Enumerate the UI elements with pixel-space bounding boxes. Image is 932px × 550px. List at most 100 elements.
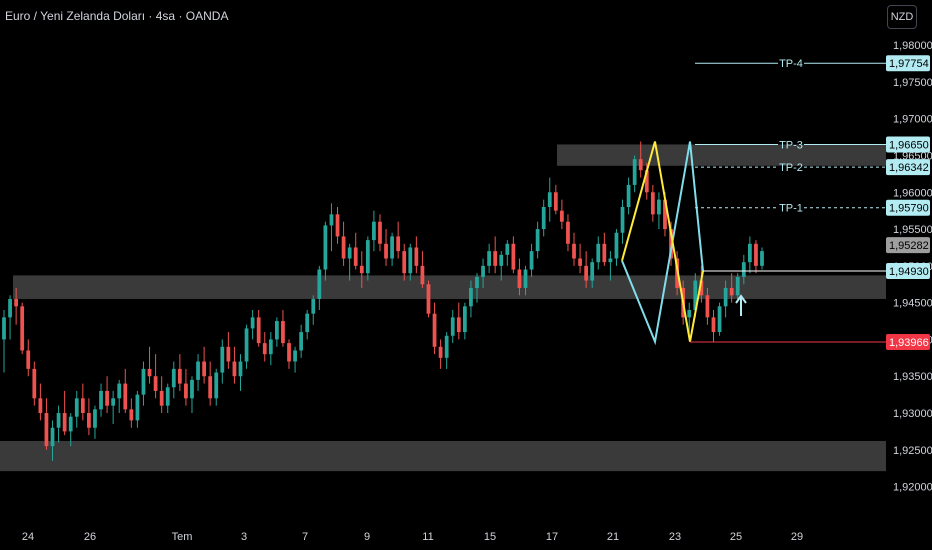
candle-body [705, 295, 710, 318]
candle-body [596, 243, 601, 263]
level-price-tag[interactable] [886, 159, 930, 176]
candle-body [541, 206, 546, 230]
tp-label: TP-3 [779, 139, 803, 151]
candle-body [614, 232, 619, 259]
currency-button[interactable]: NZD [887, 5, 917, 29]
candle-body [20, 306, 25, 351]
candle-body [547, 192, 552, 207]
level-price-tag[interactable] [886, 199, 930, 216]
candle-body [693, 280, 698, 311]
candle-body [529, 251, 534, 270]
candle-body [644, 170, 649, 193]
candle-body [153, 376, 158, 391]
level-price-tag[interactable] [886, 136, 930, 153]
candle-body [341, 236, 346, 259]
candle-body [560, 210, 564, 222]
candle-body [711, 317, 716, 333]
support-resistance-zone [0, 440, 886, 472]
x-tick-label: 17 [546, 531, 558, 543]
level-price-text: 1,95790 [889, 203, 929, 215]
candle-body [256, 317, 261, 344]
tp-label: TP-4 [779, 58, 803, 70]
candle-body [372, 221, 376, 241]
level-price-text: 1,96650 [889, 139, 929, 151]
candle-body [171, 368, 176, 388]
candle-body [663, 199, 667, 230]
candle-body [159, 390, 164, 406]
y-tick-label: 1,97500 [893, 77, 932, 89]
candle-body [226, 346, 231, 362]
x-tick-label: 21 [607, 531, 619, 543]
support-resistance-zone [557, 144, 886, 166]
candle-body [523, 269, 528, 288]
stop-price-tag[interactable] [886, 333, 930, 350]
candle-body [275, 321, 279, 340]
x-tick-label: Tem [172, 531, 193, 543]
level-price-tag[interactable] [886, 263, 930, 280]
candle-body [317, 269, 322, 299]
level-price-text: 1,97754 [889, 58, 929, 70]
candle-body [438, 346, 443, 358]
candle-body [44, 413, 49, 447]
y-tick-label: 1,95500 [893, 224, 932, 236]
candle-body [650, 192, 655, 215]
candle-body [2, 317, 6, 340]
candle-body [572, 243, 576, 259]
candle-body [390, 236, 394, 259]
candle-body [747, 243, 752, 263]
candle-body [426, 284, 431, 314]
candle-body [8, 298, 12, 318]
candle-body [535, 229, 540, 252]
candle-body [553, 192, 558, 211]
candle-body [329, 214, 334, 226]
candle-body [147, 368, 152, 377]
candle-body [420, 265, 425, 285]
candle-body [105, 390, 109, 406]
candle-body [402, 251, 407, 274]
y-tick-label: 1,98000 [893, 40, 932, 52]
candle-body [620, 206, 625, 233]
candle-body [38, 398, 43, 414]
candle-body [638, 159, 643, 171]
candle-body [87, 413, 91, 428]
candle-body [305, 313, 310, 333]
candle-body [717, 306, 722, 333]
candle-body [244, 328, 249, 362]
candle-body [669, 229, 673, 259]
candle-body [760, 251, 764, 266]
candle-body [487, 251, 491, 266]
candle-body [499, 254, 504, 266]
x-tick-label: 7 [302, 531, 308, 543]
current-price-tag[interactable] [886, 237, 930, 254]
candle-body [566, 221, 570, 244]
candle-body [723, 287, 728, 307]
level-price-tag[interactable] [886, 55, 930, 72]
up-arrow-icon [735, 294, 747, 316]
candle-body [408, 247, 413, 274]
candle-body [32, 368, 37, 399]
candle-body [590, 262, 595, 281]
x-tick-label: 26 [84, 531, 96, 543]
candle-body [365, 240, 370, 274]
candle-body [129, 409, 134, 421]
tp-label: TP-2 [779, 162, 803, 174]
x-tick-label: 24 [22, 531, 34, 543]
candle-body [299, 332, 304, 351]
stop-price-text: 1,93966 [889, 337, 929, 349]
candle-body [141, 368, 146, 395]
candle-body [353, 247, 358, 266]
x-tick-label: 25 [730, 531, 742, 543]
candle-body [608, 258, 613, 263]
candle-body [493, 251, 498, 266]
candle-body [505, 243, 510, 255]
y-tick-label: 1,97000 [893, 114, 932, 126]
candle-body [511, 243, 516, 270]
candle-body [323, 225, 328, 270]
candle-body [396, 236, 401, 252]
candle-body [311, 298, 316, 314]
tp-label: TP-1 [779, 203, 803, 215]
candle-body [359, 265, 364, 274]
candle-body [177, 368, 182, 384]
candle-body [632, 159, 637, 185]
